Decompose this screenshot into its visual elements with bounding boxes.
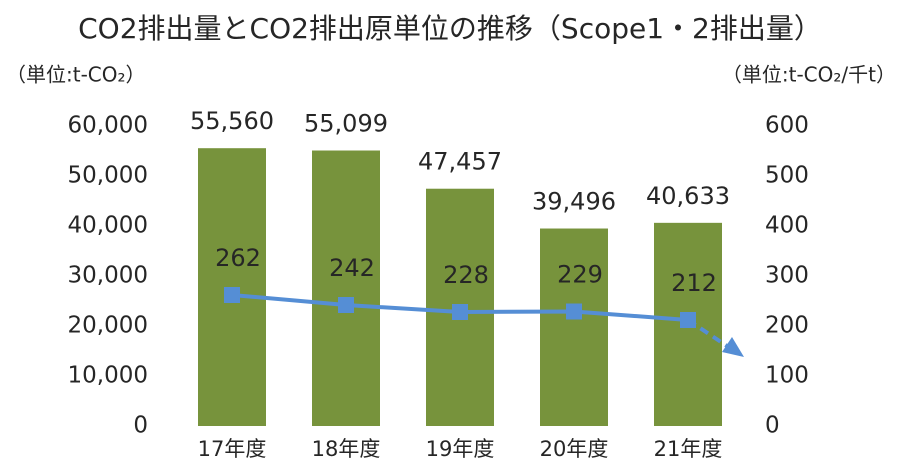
y-axis-label: （単位:t-CO₂） <box>6 63 146 87</box>
y2-axis-label: （単位:t-CO₂/千t） <box>722 63 896 87</box>
line-marker <box>452 304 468 320</box>
y-tick-label: 30,000 <box>68 263 148 289</box>
y-tick-label: 20,000 <box>68 313 148 339</box>
x-tick-label: 17年度 <box>198 437 267 461</box>
line-marker <box>680 312 696 328</box>
y-tick-label: 10,000 <box>68 363 148 389</box>
y-tick-label: 60,000 <box>68 113 148 139</box>
bar <box>540 228 608 426</box>
bar-value-label: 39,496 <box>532 188 616 216</box>
line-marker <box>338 297 354 313</box>
y-tick-label: 40,000 <box>68 213 148 239</box>
bar <box>312 150 380 426</box>
y2-tick-label: 200 <box>765 313 809 339</box>
y-tick-label: 50,000 <box>68 163 148 189</box>
line-marker <box>566 303 582 320</box>
x-tick-label: 20年度 <box>540 437 609 461</box>
y2-tick-label: 500 <box>765 163 809 189</box>
x-tick-label: 21年度 <box>654 437 723 461</box>
line-marker <box>224 287 240 303</box>
y2-tick-label: 300 <box>765 263 809 289</box>
x-tick-label: 18年度 <box>312 437 381 461</box>
y2-tick-label: 0 <box>765 413 780 439</box>
bar-value-label: 55,560 <box>190 107 274 135</box>
line-value-label: 262 <box>215 244 261 272</box>
line-value-label: 228 <box>443 261 489 289</box>
trend-arrow-head <box>722 337 744 357</box>
y2-tick-label: 100 <box>765 363 809 389</box>
x-tick-label: 19年度 <box>426 437 495 461</box>
chart-title: CO2排出量とCO2排出原単位の推移（Scope1・2排出量） <box>78 12 822 45</box>
line-value-label: 242 <box>329 254 375 282</box>
bar-value-label: 47,457 <box>418 148 502 176</box>
y2-tick-label: 400 <box>765 213 809 239</box>
line-value-label: 212 <box>671 269 717 297</box>
y2-tick-label: 600 <box>765 113 809 139</box>
y-tick-label: 0 <box>133 413 148 439</box>
line-value-label: 229 <box>557 261 603 289</box>
bar-value-label: 55,099 <box>304 110 388 138</box>
bar-value-label: 40,633 <box>646 182 730 210</box>
